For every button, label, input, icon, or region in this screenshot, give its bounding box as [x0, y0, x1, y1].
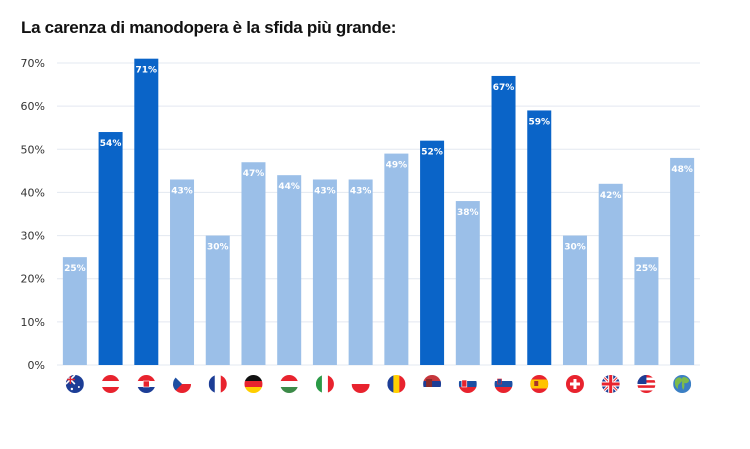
bar-italy — [312, 179, 337, 365]
flag-croatia-icon — [137, 375, 156, 393]
value-label: 47% — [243, 169, 265, 179]
flag-italy-icon — [315, 375, 334, 393]
flag-usa-icon — [637, 375, 656, 393]
flag-czech-icon — [173, 375, 192, 393]
flag-serbia-icon — [423, 375, 442, 393]
flag-australia-icon — [65, 375, 84, 393]
flag-germany-icon — [244, 375, 263, 393]
value-label: 52% — [421, 148, 443, 158]
category-flags — [65, 375, 692, 393]
value-label: 54% — [100, 139, 122, 149]
value-label: 48% — [671, 165, 693, 175]
bar-slovakia — [455, 201, 480, 365]
flag-poland-icon — [351, 375, 370, 393]
value-label: 44% — [278, 182, 300, 192]
y-tick-label: 30% — [21, 230, 45, 243]
value-label: 71% — [136, 66, 158, 76]
value-label: 43% — [171, 186, 193, 196]
chart-title: La carenza di manodopera è la sfida più … — [21, 18, 397, 37]
flag-hungary-icon — [280, 375, 299, 393]
bar-serbia — [420, 140, 445, 365]
flag-romania-icon — [387, 375, 406, 393]
bar-global — [670, 157, 695, 365]
value-labels: 25% 54% 71% 43% 30% 47% 44% 43% 43% 49% 52% 38% 67% 5… — [64, 66, 693, 274]
bar-hungary — [277, 175, 302, 365]
bar-united-kingdom — [598, 183, 623, 365]
bar-france — [205, 235, 230, 365]
y-axis-ticks: 0% 10% 20% 30% 40% 50% 60% 70% — [21, 57, 45, 372]
y-tick-label: 10% — [21, 316, 45, 329]
y-tick-label: 60% — [21, 100, 45, 113]
bar-spain — [527, 110, 552, 365]
y-tick-label: 0% — [28, 359, 45, 372]
value-label: 25% — [64, 264, 86, 274]
bar-united-states — [634, 257, 659, 365]
flag-uk-icon — [601, 375, 620, 393]
value-label: 38% — [457, 208, 479, 218]
bar-slovenia — [491, 75, 516, 365]
bar-australia — [62, 257, 87, 365]
gridlines — [57, 62, 700, 366]
y-tick-label: 50% — [21, 143, 45, 156]
globe-icon — [673, 375, 692, 393]
flag-switzerland-icon — [565, 375, 584, 393]
value-label: 42% — [600, 191, 622, 201]
value-label: 25% — [636, 264, 658, 274]
value-label: 49% — [386, 161, 408, 171]
value-label: 30% — [207, 243, 229, 253]
bar-poland — [348, 179, 373, 365]
value-label: 43% — [314, 186, 336, 196]
flag-spain-icon — [530, 375, 549, 393]
flag-austria-icon — [101, 375, 120, 393]
flag-slovenia-icon — [494, 375, 513, 393]
value-label: 43% — [350, 186, 372, 196]
bar-switzerland — [562, 235, 587, 365]
bar-croatia — [134, 58, 159, 365]
bar-czech-republic — [170, 179, 195, 365]
bar-romania — [384, 153, 409, 365]
bars — [62, 58, 695, 365]
y-tick-label: 40% — [21, 186, 45, 199]
y-tick-label: 20% — [21, 273, 45, 286]
value-label: 67% — [493, 83, 515, 93]
flag-slovakia-icon — [458, 375, 477, 393]
bar-austria — [98, 132, 123, 365]
value-label: 30% — [564, 243, 586, 253]
flag-france-icon — [208, 375, 227, 393]
value-label: 59% — [528, 117, 550, 127]
y-tick-label: 70% — [21, 57, 45, 70]
bar-germany — [241, 162, 266, 365]
